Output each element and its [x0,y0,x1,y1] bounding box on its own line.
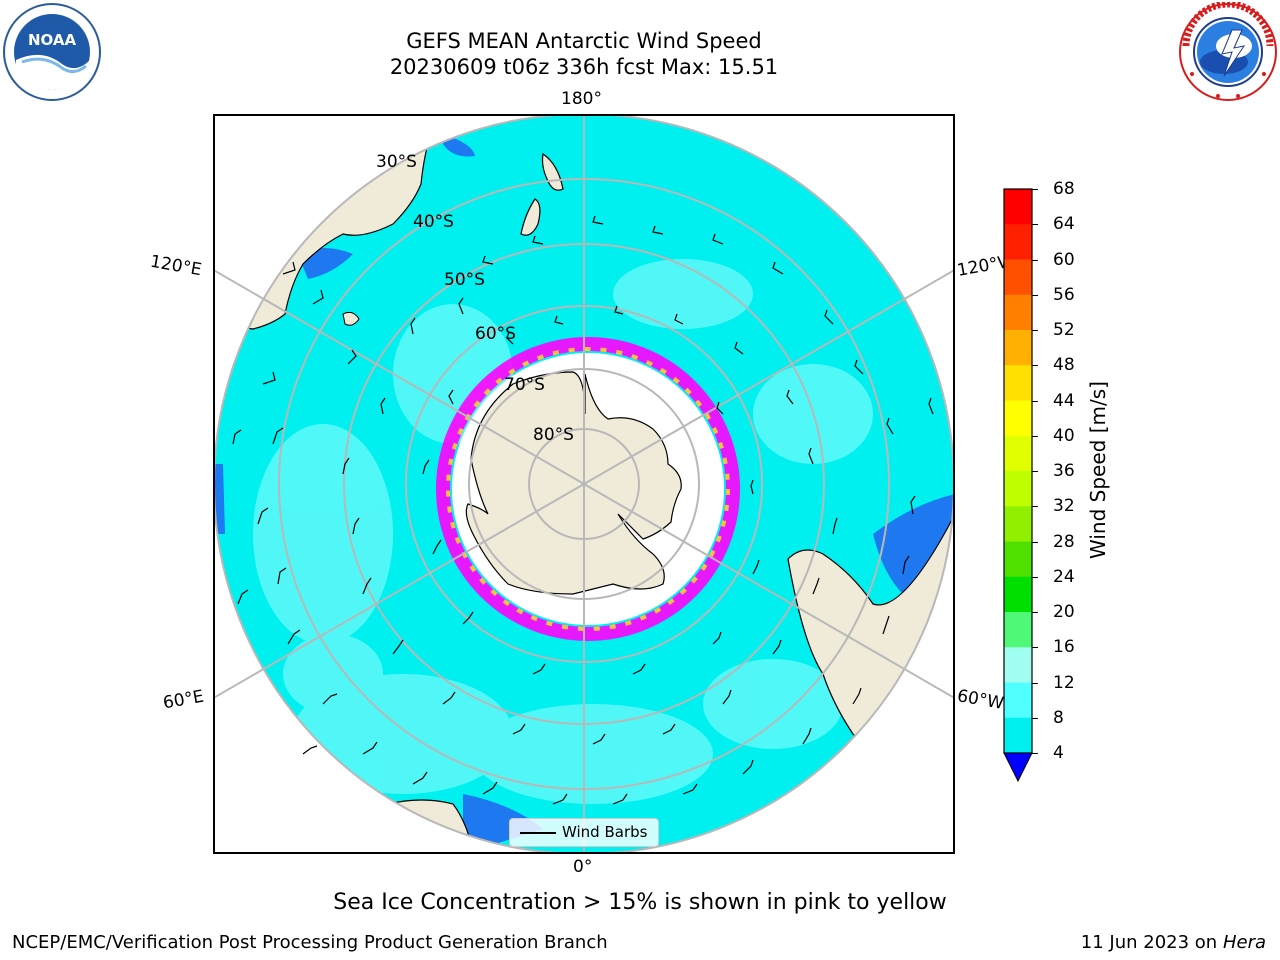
map-title-line2: 20230609 t06z 336h fcst Max: 15.51 [389,55,779,79]
lon-label-lower-left: 60°E [161,686,206,714]
colorbar-extend-arrow [1003,752,1033,783]
colorbar-block [1004,576,1032,613]
wind-barb-legend-line [520,832,556,834]
colorbar-tick-label: 16 [1053,637,1075,658]
colorbar-block [1004,400,1032,437]
colorbar-tick-mark [1032,259,1038,261]
colorbar-tick-label: 40 [1053,425,1075,446]
colorbar-tick-label: 24 [1053,566,1075,587]
colorbar-tick-label: 48 [1053,355,1075,376]
footer-host: Hera [1222,932,1266,953]
noaa-logo-text: NOAA [28,31,77,49]
colorbar-tick-mark [1032,682,1038,684]
colorbar-block [1004,612,1032,648]
colorbar-tick-mark [1032,753,1038,754]
colorbar-tick-label: 28 [1053,531,1075,552]
lon-label-top: 180° [561,89,602,109]
map-title-line1: GEFS MEAN Antarctic Wind Speed [406,29,762,53]
colorbar-tick-mark [1032,294,1038,296]
lat-label-40s: 40°S [413,212,454,232]
sea-ice-band [436,337,740,641]
colorbar-title: Wind Speed [m/s] [1086,381,1110,559]
footer-date: 11 Jun 2023 on Hera [1081,932,1266,953]
colorbar-tick-mark [1032,576,1038,578]
colorbar-block [1004,294,1032,331]
lon-label-bottom: 0° [573,857,593,877]
colorbar-tick-label: 36 [1053,461,1075,481]
colorbar-tick-mark [1032,365,1038,367]
colorbar-block [1004,682,1032,719]
footer-date-text: 11 Jun 2023 on [1080,932,1218,953]
colorbar-block [1004,259,1032,296]
lat-label-30s: 30°S [376,152,417,172]
colorbar-block [1004,189,1032,225]
colorbar-tick-mark [1032,400,1038,402]
colorbar-tick-label: 32 [1053,496,1075,517]
colorbar-tick-label: 44 [1053,390,1075,411]
colorbar-tick-label: 12 [1053,672,1075,693]
colorbar-block [1004,717,1032,754]
lat-label-50s: 50°S [444,270,485,290]
colorbar-tick-label: 60 [1053,249,1075,270]
colorbar-tick-label: 4 [1053,743,1064,763]
colorbar-block [1004,471,1032,507]
longitude-grid [213,114,955,854]
wind-barb-legend-label: Wind Barbs [562,823,648,841]
nws-logo [1179,2,1277,101]
footer-branch: NCEP/EMC/Verification Post Processing Pr… [12,932,608,953]
map-legend: Wind Barbs [509,818,659,847]
wind-barbs [232,215,934,805]
colorbar-block [1004,330,1032,366]
sea-ice-caption: Sea Ice Concentration > 15% is shown in … [333,890,947,915]
colorbar-tick-mark [1032,506,1038,508]
lon-label-upper-left: 120°E [148,251,204,281]
noaa-logo: NOAA [3,3,101,101]
colorbar-tick-mark [1032,471,1038,472]
colorbar-tick-mark [1032,330,1038,331]
colorbar-tick-label: 20 [1053,602,1075,622]
colorbar [1003,188,1033,783]
colorbar-block [1004,224,1032,260]
colorbar-tick-mark [1032,435,1038,437]
colorbar-block [1004,435,1032,472]
colorbar-tick-mark [1032,717,1038,719]
colorbar-block [1004,647,1032,683]
colorbar-tick-mark [1032,189,1038,190]
lat-label-80s: 80°S [533,425,574,445]
lat-label-60s: 60°S [475,324,516,344]
colorbar-block [1004,506,1032,542]
lon-label-lower-right: 60°W [955,686,1006,714]
colorbar-block [1004,541,1032,578]
colorbar-tick-mark [1032,612,1038,613]
colorbar-block [1004,365,1032,401]
colorbar-tick-mark [1032,541,1038,543]
new-zealand-landmass [541,152,564,191]
colorbar-tick-mark [1032,224,1038,226]
colorbar-tick-label: 68 [1053,179,1075,199]
colorbar-tick-label: 52 [1053,320,1075,340]
colorbar-tick-label: 64 [1053,214,1075,235]
colorbar-tick-mark [1032,647,1038,649]
antarctic-map [213,114,955,854]
colorbar-tick-label: 8 [1053,707,1064,728]
lat-label-70s: 70°S [504,375,545,395]
colorbar-tick-label: 56 [1053,284,1075,305]
